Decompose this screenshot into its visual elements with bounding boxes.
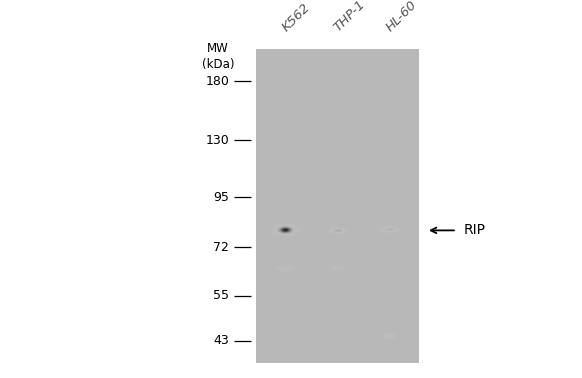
Bar: [256, 49, 419, 363]
Text: 43: 43: [214, 334, 229, 347]
Text: 180: 180: [205, 75, 229, 88]
Text: THP-1: THP-1: [331, 0, 368, 34]
Text: MW
(kDa): MW (kDa): [202, 42, 235, 71]
Text: RIP: RIP: [464, 223, 486, 237]
Text: 55: 55: [214, 290, 229, 302]
Text: K562: K562: [279, 1, 313, 34]
Text: 95: 95: [214, 191, 229, 203]
Text: 72: 72: [214, 241, 229, 254]
Text: 130: 130: [205, 134, 229, 147]
Text: HL-60: HL-60: [384, 0, 420, 34]
